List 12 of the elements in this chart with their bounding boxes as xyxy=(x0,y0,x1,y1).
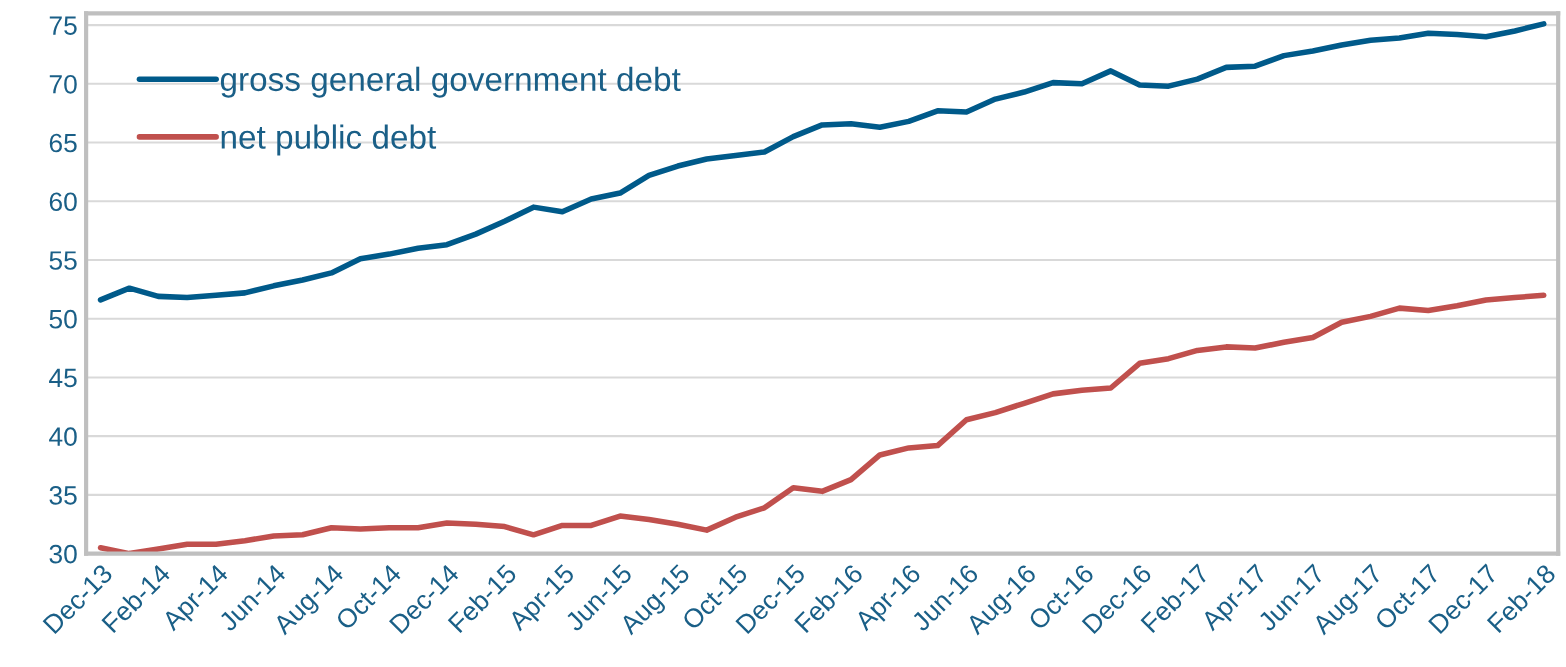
legend-label: net public debt xyxy=(221,124,437,156)
y-tick-label: 45 xyxy=(49,368,77,388)
y-tick-label: 30 xyxy=(49,544,77,564)
legend-label: gross general government debt xyxy=(220,66,681,98)
y-tick-label: 65 xyxy=(49,133,77,153)
y-tick-label: 50 xyxy=(49,309,77,329)
y-tick-label: 60 xyxy=(49,192,77,212)
y-tick-label: 40 xyxy=(49,427,77,446)
y-tick-label: 70 xyxy=(49,74,77,94)
y-tick-label: 35 xyxy=(49,486,77,505)
y-tick-label: 75 xyxy=(49,16,77,35)
y-tick-label: 55 xyxy=(49,251,77,270)
